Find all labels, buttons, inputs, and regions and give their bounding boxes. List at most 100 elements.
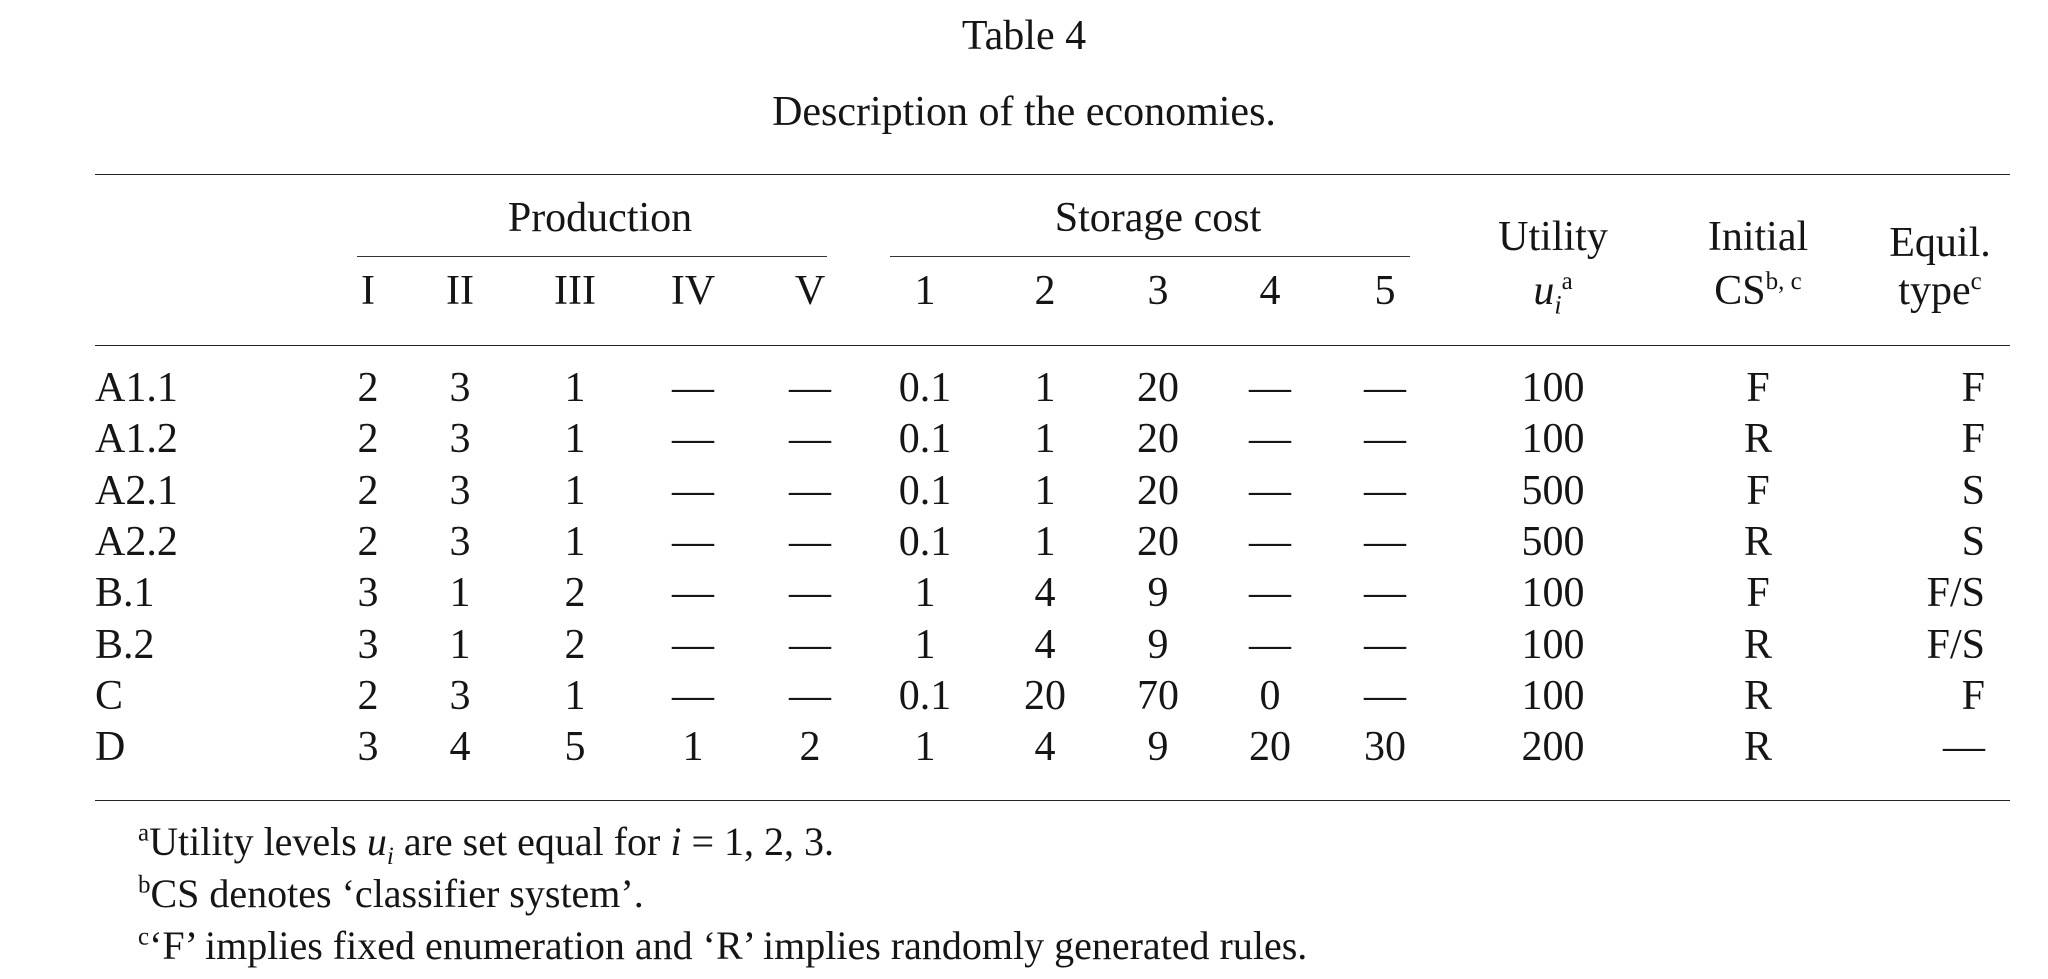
cell-initial-cs: R xyxy=(1743,416,1773,462)
production-group-header: Production xyxy=(507,195,693,241)
footnote-a-pre: Utility levels xyxy=(149,819,367,864)
cell-initial-cs: R xyxy=(1743,519,1773,565)
cell-storage-2: 1 xyxy=(1034,416,1056,462)
row-label: D xyxy=(95,724,126,770)
cell-prod-II: 3 xyxy=(449,365,471,411)
equil-type-label: type xyxy=(1898,268,1971,314)
cell-utility: 100 xyxy=(1521,673,1585,719)
footnote-a-mid: are set equal for xyxy=(393,819,671,864)
cell-prod-V: — xyxy=(789,622,831,668)
cell-storage-4: — xyxy=(1249,468,1291,514)
cell-prod-IV: — xyxy=(672,519,714,565)
cell-prod-I: 2 xyxy=(357,365,379,411)
cell-storage-1: 0.1 xyxy=(898,468,952,514)
cell-initial-cs: R xyxy=(1743,724,1773,770)
top-rule xyxy=(95,174,2010,175)
cell-storage-1: 1 xyxy=(914,622,936,668)
cell-initial-cs: F xyxy=(1746,365,1770,411)
initial-note-mark: b, c xyxy=(1765,268,1802,295)
storage-col-header: 4 xyxy=(1259,268,1281,314)
cell-prod-III: 1 xyxy=(564,673,586,719)
cell-prod-I: 2 xyxy=(357,468,379,514)
cell-prod-III: 2 xyxy=(564,570,586,616)
cell-storage-3: 20 xyxy=(1137,365,1179,411)
footnote-b-text: CS denotes ‘classifier system’. xyxy=(150,871,644,916)
footnote-a-var2: i xyxy=(670,819,682,864)
cell-storage-5: — xyxy=(1364,468,1406,514)
row-label: B.2 xyxy=(95,622,155,668)
cell-storage-1: 0.1 xyxy=(898,365,952,411)
cell-storage-2: 4 xyxy=(1034,622,1056,668)
production-col-header: IV xyxy=(670,268,716,314)
utility-subscript: i xyxy=(1554,290,1562,320)
storage-group-header: Storage cost xyxy=(1054,195,1262,241)
cell-storage-4: 20 xyxy=(1249,724,1291,770)
table-caption: Description of the economies. xyxy=(772,89,1276,135)
footnote-b-mark: b xyxy=(138,871,151,899)
cell-storage-2: 1 xyxy=(1034,519,1056,565)
equil-note-mark: c xyxy=(1970,268,1982,295)
utility-header-line1: Utility xyxy=(1498,214,1608,260)
footnote-a-mark: a xyxy=(138,819,150,847)
cell-prod-V: 2 xyxy=(799,724,821,770)
storage-col-header: 5 xyxy=(1374,268,1396,314)
cell-prod-I: 2 xyxy=(357,416,379,462)
cell-equil-type: F xyxy=(1961,416,1985,462)
production-col-header: I xyxy=(361,268,375,314)
cell-storage-3: 70 xyxy=(1137,673,1179,719)
cell-prod-IV: — xyxy=(672,468,714,514)
cell-initial-cs: F xyxy=(1746,468,1770,514)
cell-storage-5: — xyxy=(1364,622,1406,668)
production-col-header: II xyxy=(446,268,474,314)
cell-prod-II: 4 xyxy=(449,724,471,770)
cell-storage-4: — xyxy=(1249,365,1291,411)
cell-equil-type: F xyxy=(1961,673,1985,719)
cell-prod-V: — xyxy=(789,519,831,565)
cell-prod-III: 1 xyxy=(564,416,586,462)
cell-storage-5: — xyxy=(1364,570,1406,616)
storage-col-header: 1 xyxy=(914,268,936,314)
cell-storage-1: 1 xyxy=(914,724,936,770)
cell-prod-IV: 1 xyxy=(682,724,704,770)
row-label: A2.2 xyxy=(95,519,178,565)
production-underline xyxy=(357,256,827,257)
row-label: C xyxy=(95,673,124,719)
equil-header-line1: Equil. xyxy=(1889,220,1991,266)
cell-utility: 100 xyxy=(1521,416,1585,462)
cell-prod-III: 1 xyxy=(564,365,586,411)
cell-equil-type: S xyxy=(1961,468,1985,514)
row-label: B.1 xyxy=(95,570,155,616)
cell-storage-2: 20 xyxy=(1024,673,1066,719)
initial-header-line2: CSb, c xyxy=(1714,268,1802,312)
footnote-c: c‘F’ implies fixed enumeration and ‘R’ i… xyxy=(138,922,1307,969)
cell-storage-4: — xyxy=(1249,416,1291,462)
cell-storage-2: 1 xyxy=(1034,468,1056,514)
cell-storage-4: — xyxy=(1249,622,1291,668)
utility-symbol: u xyxy=(1533,268,1555,314)
cell-storage-1: 0.1 xyxy=(898,416,952,462)
cell-initial-cs: R xyxy=(1743,622,1773,668)
cell-prod-III: 1 xyxy=(564,468,586,514)
production-col-header: V xyxy=(794,268,826,314)
cell-prod-V: — xyxy=(789,570,831,616)
cell-prod-II: 3 xyxy=(449,673,471,719)
cell-prod-I: 3 xyxy=(357,724,379,770)
cell-equil-type: S xyxy=(1961,519,1985,565)
cell-storage-1: 0.1 xyxy=(898,519,952,565)
cell-equil-type: F/S xyxy=(1926,622,1985,668)
storage-underline xyxy=(890,256,1410,257)
cell-prod-IV: — xyxy=(672,570,714,616)
cell-prod-I: 2 xyxy=(357,673,379,719)
cell-storage-2: 4 xyxy=(1034,724,1056,770)
storage-col-header: 3 xyxy=(1147,268,1169,314)
row-label: A2.1 xyxy=(95,468,178,514)
cell-utility: 500 xyxy=(1521,468,1585,514)
cell-storage-5: — xyxy=(1364,673,1406,719)
cell-prod-II: 1 xyxy=(449,622,471,668)
bottom-rule xyxy=(95,800,2010,801)
cell-prod-II: 3 xyxy=(449,468,471,514)
cell-initial-cs: F xyxy=(1746,570,1770,616)
row-label: A1.1 xyxy=(95,365,178,411)
cell-storage-3: 9 xyxy=(1147,622,1169,668)
cell-prod-II: 3 xyxy=(449,416,471,462)
